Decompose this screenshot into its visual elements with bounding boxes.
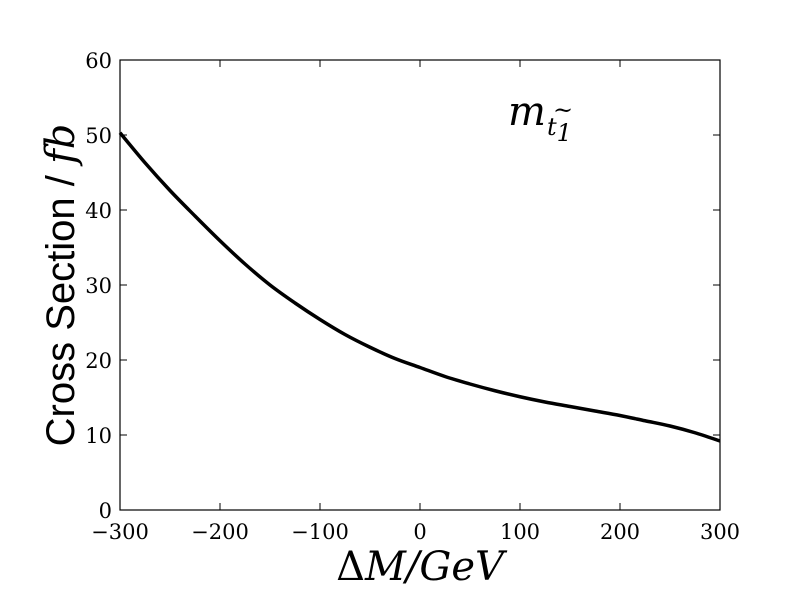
x-axis-ticks: −300 −200 −100 0 100 200 300 <box>91 60 740 544</box>
y-tick-label: 30 <box>85 274 112 298</box>
x-axis-label: ΔM/GeV <box>336 544 508 590</box>
y-tick-label: 20 <box>85 349 112 373</box>
y-tick-label: 0 <box>99 499 112 523</box>
y-axis-ticks: 0 10 20 30 40 50 60 <box>85 49 720 523</box>
x-tick-label: −200 <box>191 520 249 544</box>
series-line <box>118 131 721 443</box>
x-tick-label: 100 <box>500 520 540 544</box>
annotation-tilde: ~ <box>553 96 573 124</box>
x-tick-label: −300 <box>91 520 149 544</box>
y-tick-label: 10 <box>85 424 112 448</box>
x-tick-label: 200 <box>600 520 640 544</box>
x-tick-label: 300 <box>700 520 740 544</box>
plot-area <box>119 59 721 511</box>
x-tick-label: 0 <box>413 520 426 544</box>
x-tick-label: −100 <box>291 520 349 544</box>
y-tick-label: 60 <box>85 49 112 73</box>
y-tick-label: 40 <box>85 199 112 223</box>
curve-annotation: mt1 <box>508 89 572 147</box>
y-tick-label: 50 <box>85 124 112 148</box>
y-axis-label: Cross Section / fb <box>38 124 84 447</box>
